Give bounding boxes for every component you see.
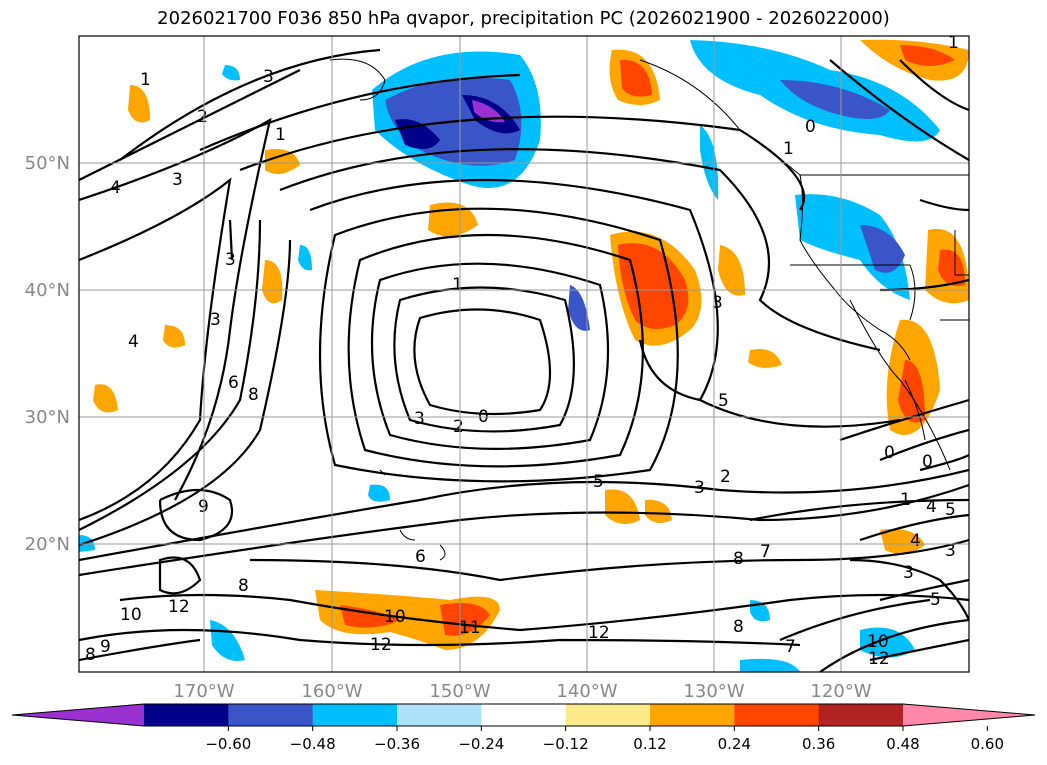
contour-label: 1	[275, 125, 286, 145]
colorbar-tick-label: 0.24	[718, 735, 751, 753]
contour-label: 10	[384, 607, 406, 627]
map-frame	[78, 35, 970, 673]
lat-label: 50°N	[25, 153, 70, 174]
contour-label: 10	[120, 605, 142, 625]
contour-label: 1	[948, 33, 959, 53]
colorbar-segment	[228, 704, 314, 726]
map-title: 2026021700 F036 850 hPa qvapor, precipit…	[157, 8, 890, 29]
contour-label: 0	[805, 117, 816, 137]
contour-label: 11	[459, 618, 481, 638]
contour-label: 8	[248, 385, 259, 405]
colorbar-segment	[818, 704, 904, 726]
contour-label: 12	[370, 635, 392, 655]
contour-labels: 1 3 2 1 4 3 3 3 4 6 8 9 8 12 10 8 9 1 0 …	[85, 33, 959, 669]
colorbar-tick-label: −0.36	[374, 735, 420, 753]
colorbar-segment	[144, 704, 229, 726]
contour-label: 4	[110, 178, 121, 198]
contour-label: 9	[198, 497, 209, 517]
contour-label: 3	[712, 293, 723, 313]
contour-label: 7	[760, 542, 771, 562]
colorbar-outline	[11, 703, 1036, 727]
lon-label: 160°W	[301, 681, 362, 702]
colorbar-tick-label: −0.48	[290, 735, 336, 753]
contour-label: 2	[453, 417, 464, 437]
contour-label: 12	[868, 649, 890, 669]
contour-label: 8	[733, 549, 744, 569]
colorbar-tick-label: −0.24	[458, 735, 504, 753]
colorbar-segment	[734, 704, 820, 726]
contour-label: 12	[168, 597, 190, 617]
lon-label: 130°W	[683, 681, 744, 702]
coastlines	[329, 58, 969, 561]
colorbar-tick-label: −0.60	[205, 735, 251, 753]
contour-label: 7	[785, 637, 796, 657]
lon-label: 170°W	[173, 681, 234, 702]
contour-label: 0	[884, 443, 895, 463]
lon-label: 120°W	[810, 681, 871, 702]
contour-label: 1	[783, 139, 794, 159]
lat-label: 20°N	[25, 534, 70, 555]
contour-label: 1	[140, 70, 151, 90]
colorbar-tick-label: 0.60	[971, 735, 1004, 753]
colorbar-segment	[397, 704, 482, 726]
lon-label: 140°W	[556, 681, 617, 702]
contour-label: 3	[694, 478, 705, 498]
colorbar-segment	[312, 704, 398, 726]
colorbar-tick-label: 0.48	[886, 735, 919, 753]
contour-label: 9	[100, 637, 111, 657]
contour-label: 4	[910, 531, 921, 551]
contour-label: 10	[867, 632, 889, 652]
contour-label: 3	[945, 541, 956, 561]
contour-label: 5	[945, 500, 956, 520]
colorbar-extend-low	[12, 704, 144, 726]
colorbar-tick-label: 0.12	[633, 735, 666, 753]
contour-label: 3	[225, 250, 236, 270]
contour-label: 3	[414, 409, 425, 429]
contour-label: 6	[415, 547, 426, 567]
colorbar: −0.60 −0.48 −0.36 −0.24 −0.12 0.12 0.24 0.36 0.4…	[11, 703, 1036, 753]
contour-label: 2	[197, 107, 208, 127]
colorbar-tick-label: 0.36	[802, 735, 835, 753]
colorbar-tick-label: −0.12	[543, 735, 589, 753]
contour-label: 6	[228, 373, 239, 393]
colorbar-segment	[650, 704, 735, 726]
contour-label: 5	[930, 590, 941, 610]
lat-label: 40°N	[25, 280, 70, 301]
colorbar-segment	[481, 704, 567, 726]
colorbar-segment	[565, 704, 651, 726]
contour-label: 12	[588, 623, 610, 643]
contour-label: 3	[903, 563, 914, 583]
contour-lines	[79, 48, 969, 672]
contour-label: 3	[263, 67, 274, 87]
contour-label: 4	[926, 497, 937, 517]
contour-label: 0	[922, 452, 933, 472]
lat-label: 30°N	[25, 407, 70, 428]
contour-label: 8	[85, 645, 96, 665]
contour-label: 2	[720, 467, 731, 487]
contour-label: 1	[900, 490, 911, 510]
contour-label: 3	[172, 170, 183, 190]
contour-label: 8	[733, 617, 744, 637]
contour-label: 5	[718, 391, 729, 411]
contour-label: 1	[452, 275, 463, 295]
contour-label: 5	[593, 472, 604, 492]
contour-label: 8	[238, 576, 249, 596]
lon-label: 150°W	[429, 681, 490, 702]
contour-label: 3	[210, 310, 221, 330]
gridlines	[79, 36, 969, 672]
contour-label: 4	[128, 332, 139, 352]
colorbar-extend-high	[903, 704, 1035, 726]
